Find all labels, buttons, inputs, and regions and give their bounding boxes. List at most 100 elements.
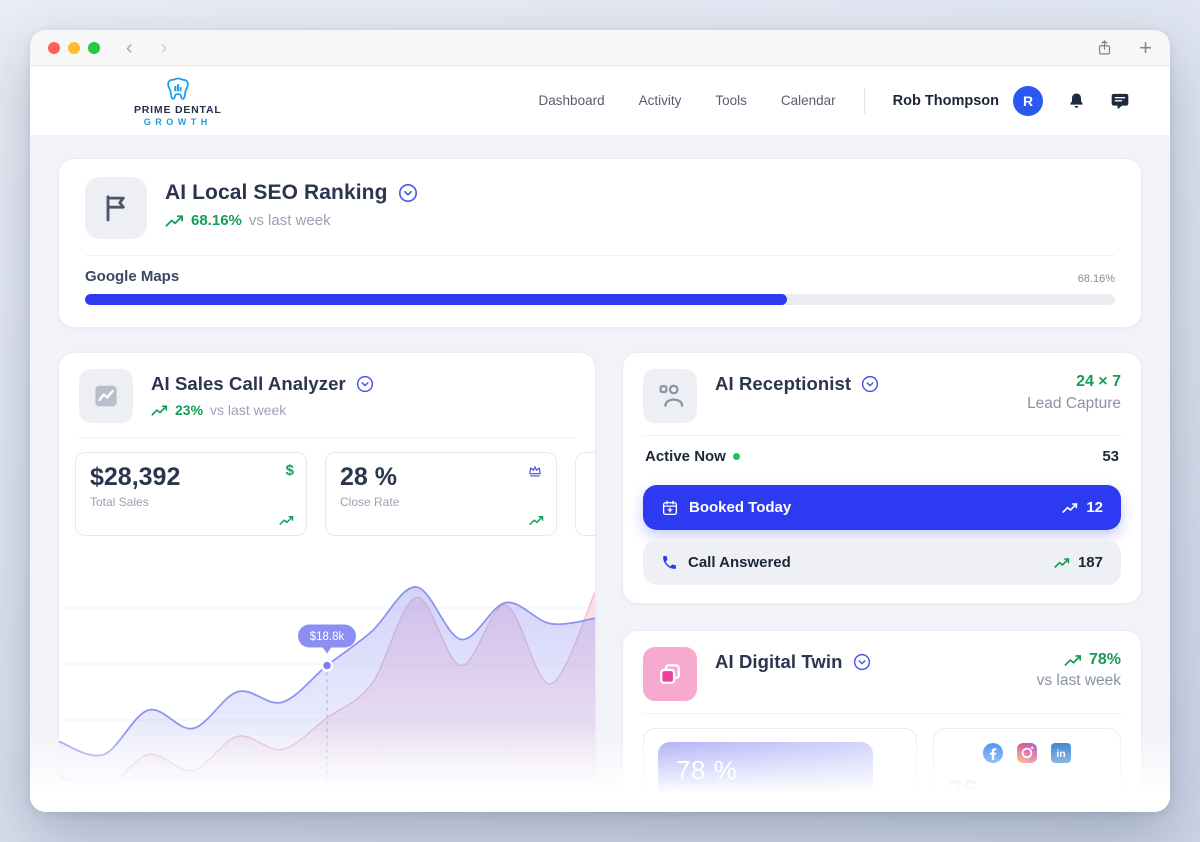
svg-text:$18.8k: $18.8k (310, 631, 345, 643)
booked-today-label: Booked Today (689, 499, 792, 516)
sales-card-title: AI Sales Call Analyzer (151, 373, 346, 394)
linkedin-icon[interactable]: in (1050, 742, 1072, 764)
trending-up-icon (151, 404, 168, 416)
brand-name: PRIME DENTAL (134, 103, 222, 116)
chat-icon (1111, 93, 1129, 109)
seo-progress-bar (85, 294, 1115, 305)
minimize-button[interactable] (68, 41, 80, 54)
twin-trend-suffix: vs last week (1036, 672, 1121, 689)
active-now-value: 53 (1102, 448, 1119, 465)
nav-item-activity[interactable]: Activity (638, 93, 682, 108)
active-now-row: Active Now 53 (643, 446, 1121, 475)
brand-tagline: GROWTH (143, 116, 212, 127)
posts-tile: in 26 Total Posts (933, 728, 1121, 812)
chevron-down-icon[interactable] (356, 375, 374, 393)
stat-total-sales: $28,392 $ Total Sales (75, 452, 307, 536)
engagement-label: Engagement (658, 810, 902, 812)
card-divider (85, 255, 1115, 256)
lead-capture-badge: 24 × 7 (1076, 373, 1121, 390)
close-button[interactable] (48, 41, 60, 54)
total-posts-value: 26 (948, 774, 978, 804)
calls-answered-row[interactable]: Call Answered 187 (643, 540, 1121, 585)
trending-up-icon (1062, 502, 1078, 513)
nav-item-calendar[interactable]: Calendar (780, 93, 836, 108)
stat-close-rate: 28 % Close Rate (325, 452, 557, 536)
stat-value: 28 % (340, 463, 397, 491)
app-header: PRIME DENTAL GROWTH Dashboard Activity T… (30, 66, 1170, 136)
chevron-down-icon[interactable] (861, 375, 879, 393)
user-name[interactable]: Rob Thompson (892, 92, 999, 109)
facebook-icon[interactable] (982, 742, 1004, 764)
engagement-percent: 78 % (676, 754, 738, 785)
receptionist-card-title: AI Receptionist (715, 373, 852, 394)
bell-icon (1070, 93, 1083, 108)
app-window: ‹ › + PRIME DENTAL GROWTH Dashboard (30, 30, 1170, 812)
stats-row: $28,392 $ Total Sales 28 % (59, 452, 595, 536)
digital-twin-title: AI Digital Twin (715, 651, 843, 672)
tooth-logo-icon (166, 77, 189, 100)
metric-label: Google Maps (85, 268, 180, 285)
mini-trend-icon (529, 515, 544, 526)
share-button[interactable] (1096, 38, 1113, 57)
stat-label: Close Rate (340, 495, 400, 509)
svg-text:in: in (1057, 748, 1066, 760)
notifications-button[interactable] (1067, 91, 1086, 111)
seo-trend-value: 68.16% (191, 212, 242, 229)
seo-card-title: AI Local SEO Ranking (165, 181, 388, 204)
sales-analyzer-card: AI Sales Call Analyzer 23% (58, 352, 596, 812)
digital-twin-card: AI Digital Twin (622, 630, 1142, 812)
share-icon (1099, 40, 1111, 55)
card-divider (643, 713, 1121, 714)
back-button[interactable]: ‹ (126, 36, 133, 59)
dashboard-content: AI Local SEO Ranking 68.16% vs last week (30, 136, 1170, 812)
booked-today-row[interactable]: Booked Today 12 (643, 485, 1121, 530)
social-icons: in (948, 742, 1106, 764)
stat-label: Total Sales (90, 495, 149, 509)
messages-button[interactable] (1110, 91, 1130, 111)
engagement-bar: 78 % (658, 742, 874, 798)
engagement-tile: 78 % Engagement (643, 728, 918, 812)
seo-ranking-card: AI Local SEO Ranking 68.16% vs last week (58, 158, 1142, 328)
chart-icon (95, 385, 117, 407)
stat-value: $28,392 (90, 463, 181, 491)
traffic-lights (48, 41, 100, 54)
calendar-check-icon (662, 500, 678, 515)
booked-today-value: 12 (1086, 499, 1103, 516)
main-nav: Dashboard Activity Tools Calendar (539, 93, 836, 108)
card-divider (79, 437, 575, 438)
zoom-button[interactable] (88, 41, 100, 54)
brand-logo[interactable]: PRIME DENTAL GROWTH (134, 75, 222, 127)
metric-value: 68.16% (1077, 273, 1115, 285)
copy-icon (660, 664, 680, 684)
trending-up-icon (1064, 654, 1082, 666)
seo-trend-suffix: vs last week (248, 212, 331, 229)
trending-up-icon (1054, 557, 1070, 568)
instagram-icon[interactable] (1016, 742, 1038, 764)
active-now-label: Active Now (645, 448, 726, 465)
user-avatar[interactable]: R (1013, 85, 1043, 116)
forward-button[interactable]: › (160, 36, 168, 59)
receptionist-icon-box (643, 369, 697, 423)
seo-card-icon-box (85, 177, 147, 239)
new-tab-button[interactable]: + (1139, 34, 1152, 60)
sales-trend-suffix: vs last week (210, 402, 287, 418)
digital-twin-icon-box (643, 647, 697, 701)
crown-icon (526, 462, 544, 485)
nav-item-tools[interactable]: Tools (715, 93, 747, 108)
seo-progress-fill (85, 294, 788, 305)
card-divider (643, 435, 1121, 436)
calls-answered-value: 187 (1077, 554, 1103, 571)
lead-capture-label: Lead Capture (1027, 395, 1121, 412)
stat-partial (575, 452, 595, 536)
nav-item-dashboard[interactable]: Dashboard (538, 93, 605, 108)
sales-card-icon-box (79, 369, 133, 423)
chevron-down-icon[interactable] (853, 653, 871, 671)
receptionist-icon (659, 384, 684, 407)
chevron-down-icon[interactable] (398, 183, 418, 203)
twin-trend-value: 78% (1088, 651, 1121, 668)
sales-trend-value: 23% (175, 402, 204, 418)
header-divider (863, 87, 865, 114)
sales-chart[interactable]: $18.8k (59, 552, 595, 812)
calls-answered-label: Call Answered (688, 554, 791, 571)
mini-trend-icon (279, 515, 294, 526)
